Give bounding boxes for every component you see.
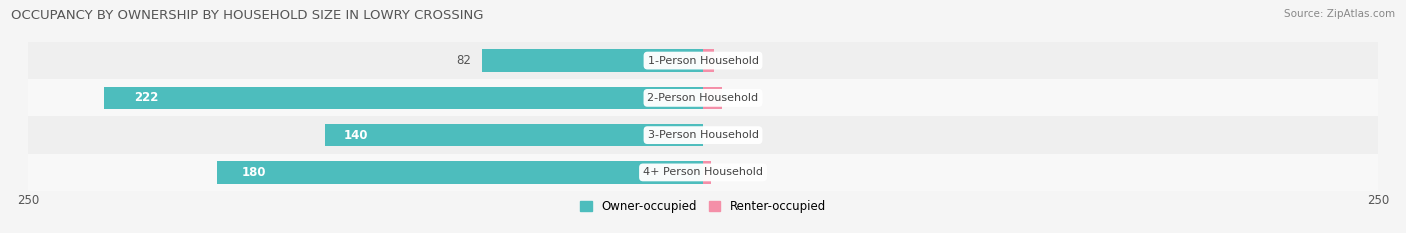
Text: 1-Person Household: 1-Person Household: [648, 56, 758, 65]
Text: 3-Person Household: 3-Person Household: [648, 130, 758, 140]
Bar: [482, 49, 703, 72]
Text: 7: 7: [733, 91, 740, 104]
Bar: [28, 116, 1378, 154]
Bar: [28, 79, 1378, 116]
Bar: [28, 154, 1378, 191]
Bar: [104, 87, 703, 109]
Legend: Owner-occupied, Renter-occupied: Owner-occupied, Renter-occupied: [575, 195, 831, 218]
Bar: [703, 49, 714, 72]
Bar: [217, 161, 703, 184]
Bar: [28, 42, 1378, 79]
Text: 3: 3: [721, 166, 730, 179]
Text: Source: ZipAtlas.com: Source: ZipAtlas.com: [1284, 9, 1395, 19]
Text: 82: 82: [456, 54, 471, 67]
Bar: [703, 87, 721, 109]
Text: OCCUPANCY BY OWNERSHIP BY HOUSEHOLD SIZE IN LOWRY CROSSING: OCCUPANCY BY OWNERSHIP BY HOUSEHOLD SIZE…: [11, 9, 484, 22]
Text: 2-Person Household: 2-Person Household: [647, 93, 759, 103]
Text: 0: 0: [714, 129, 721, 142]
Bar: [325, 124, 703, 146]
Text: 4+ Person Household: 4+ Person Household: [643, 168, 763, 177]
Text: 140: 140: [344, 129, 368, 142]
Text: 4: 4: [724, 54, 733, 67]
Bar: [703, 161, 711, 184]
Text: 180: 180: [242, 166, 266, 179]
Text: 222: 222: [134, 91, 157, 104]
